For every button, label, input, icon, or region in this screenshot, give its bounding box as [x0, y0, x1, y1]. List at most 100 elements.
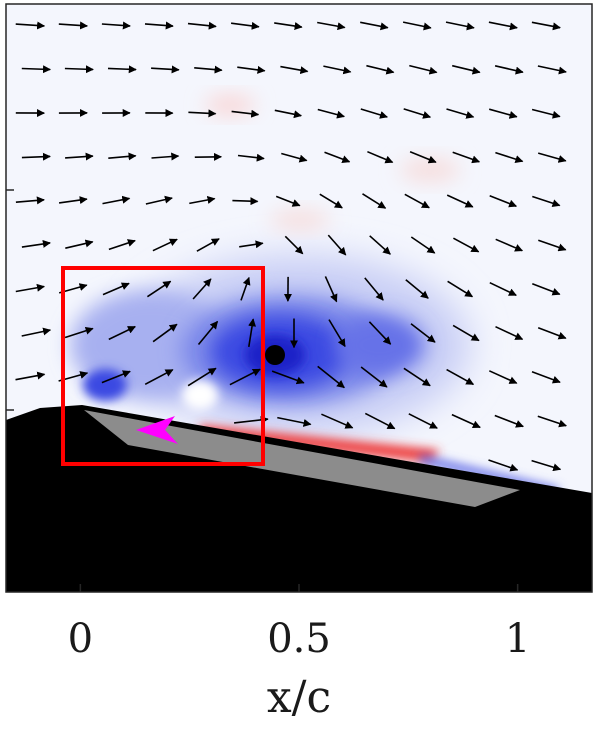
velocity-vector: [65, 239, 94, 249]
velocity-vector: [146, 280, 172, 298]
velocity-vector: [151, 65, 180, 74]
velocity-vector: [446, 194, 474, 208]
velocity-vector: [489, 195, 518, 208]
velocity-vector: [239, 240, 264, 249]
velocity-vector: [274, 22, 303, 30]
velocity-vector: [187, 21, 217, 30]
velocity-vector: [102, 282, 130, 296]
velocity-vector: [240, 276, 251, 301]
velocity-vector: [65, 152, 94, 161]
velocity-vector: [452, 324, 480, 342]
velocity-vector: [237, 153, 265, 162]
velocity-vector: [187, 367, 217, 387]
velocity-vector: [368, 321, 392, 345]
x-tick-label: 0: [68, 616, 93, 662]
velocity-vector: [489, 281, 517, 297]
velocity-vector: [108, 325, 136, 341]
velocity-vector: [15, 283, 45, 293]
velocity-vector: [230, 21, 260, 30]
velocity-vector: [15, 196, 45, 205]
x-tick-label: 0.5: [267, 616, 331, 662]
flow-direction-marker: [136, 416, 178, 444]
velocity-vector: [405, 279, 429, 299]
velocity-vector: [271, 370, 305, 385]
velocity-vector: [231, 109, 260, 118]
velocity-vector: [328, 319, 346, 348]
velocity-vector: [189, 196, 216, 205]
velocity-vector: [317, 21, 346, 31]
x-axis-label: x/c: [267, 672, 331, 723]
velocity-vector: [196, 238, 220, 252]
velocity-vector: [445, 21, 475, 31]
velocity-vector: [151, 152, 180, 161]
velocity-vector: [108, 152, 137, 161]
surface-body: [6, 405, 592, 592]
velocity-vector: [537, 152, 567, 163]
x-axis: 0 0.5 1: [68, 584, 530, 662]
velocity-vector: [64, 326, 94, 339]
velocity-vector: [144, 21, 174, 30]
velocity-vector: [364, 412, 396, 430]
velocity-vector: [101, 370, 131, 384]
velocity-vector: [197, 320, 219, 346]
velocity-vector: [451, 413, 481, 429]
velocity-vector: [360, 108, 388, 119]
velocity-vector: [144, 368, 174, 386]
velocity-vector: [495, 151, 524, 163]
y-ticks: [6, 189, 14, 411]
velocity-vector: [192, 278, 212, 300]
x-tick-label: 1: [505, 616, 530, 662]
velocity-vector: [495, 325, 524, 341]
velocity-vector: [152, 323, 178, 343]
velocity-vector: [494, 414, 524, 428]
velocity-vector: [319, 193, 343, 209]
velocity-vector: [409, 151, 437, 164]
velocity-vector: [410, 323, 436, 343]
velocity-vector: [324, 151, 351, 163]
velocity-vector: [21, 152, 51, 161]
velocity-vector: [403, 108, 432, 119]
velocity-vector: [362, 193, 387, 209]
velocity-vector: [532, 195, 561, 208]
velocity-vector: [277, 416, 312, 427]
velocity-vector: [488, 21, 518, 31]
velocity-vector: [232, 197, 259, 206]
velocity-vector: [248, 318, 257, 348]
velocity-vector: [280, 65, 309, 75]
velocity-vector: [15, 371, 46, 381]
velocity-vector: [237, 65, 266, 74]
velocity-vector: [532, 282, 561, 296]
velocity-vector: [21, 240, 51, 248]
velocity-vector: [446, 368, 475, 386]
velocity-vector: [152, 238, 178, 252]
velocity-vector: [408, 413, 438, 429]
velocity-vector: [327, 234, 347, 256]
velocity-vector: [452, 64, 481, 75]
highlight-box: [61, 266, 265, 466]
velocity-vector: [102, 195, 131, 205]
velocity-vector: [364, 277, 384, 301]
velocity-vector: [538, 239, 567, 252]
velocity-vector: [531, 21, 561, 31]
velocity-vector: [366, 64, 395, 75]
velocity-vector: [21, 327, 52, 337]
velocity-vector: [64, 65, 94, 74]
velocity-vector: [58, 196, 88, 205]
velocity-vector: [494, 65, 524, 75]
velocity-vector: [452, 151, 481, 164]
velocity-vector: [21, 65, 51, 74]
velocity-vector: [281, 152, 308, 163]
velocity-vector: [360, 366, 388, 388]
velocity-vector: [446, 108, 475, 119]
velocity-vector: [324, 276, 338, 303]
velocity-vector: [531, 459, 562, 472]
velocity-vector: [537, 415, 567, 428]
velocity-vector: [101, 21, 131, 30]
velocity-vector: [404, 193, 430, 209]
velocity-vector: [369, 235, 391, 255]
velocity-vector: [402, 21, 432, 31]
velocity-vector: [107, 65, 137, 74]
velocity-vector: [488, 459, 519, 472]
velocity-vector: [488, 370, 518, 384]
velocity-vector: [410, 236, 436, 254]
